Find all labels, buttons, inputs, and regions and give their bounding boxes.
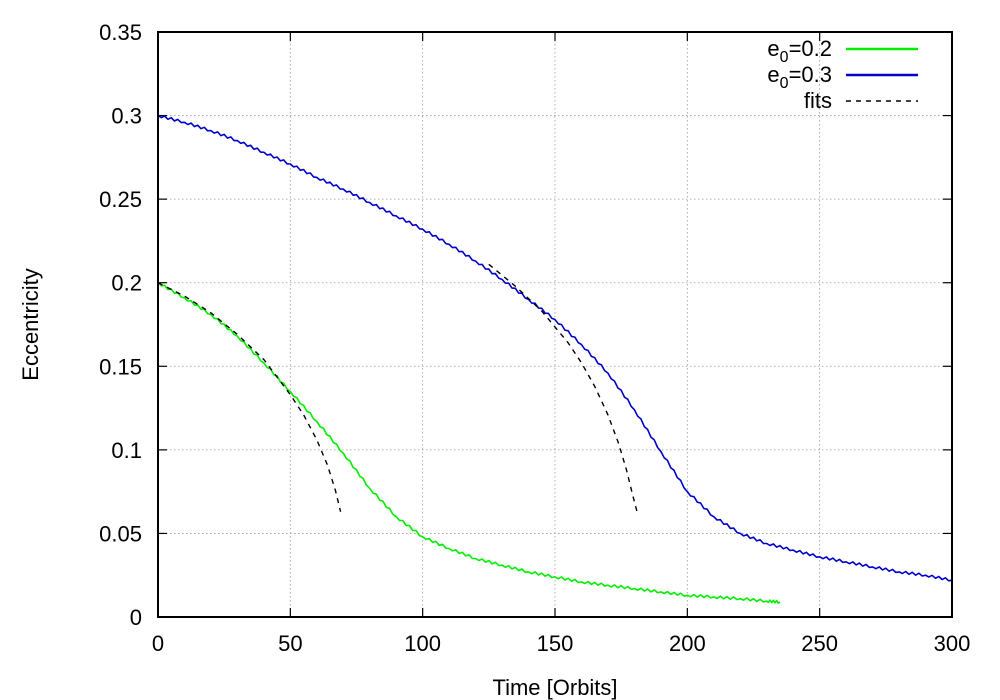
x-tick-label: 250 — [801, 631, 838, 656]
x-axis-label: Time [Orbits] — [492, 675, 617, 700]
x-tick-label: 200 — [669, 631, 706, 656]
y-tick-label: 0 — [130, 605, 142, 630]
legend-label-0: e0=0.2 — [767, 36, 832, 66]
y-tick-label: 0.35 — [99, 20, 142, 45]
legend-label-2: fits — [804, 88, 832, 113]
y-tick-label: 0.1 — [111, 438, 142, 463]
y-tick-label: 0.15 — [99, 354, 142, 379]
y-tick-label: 0.05 — [99, 521, 142, 546]
y-axis-label: Eccentricity — [18, 268, 43, 380]
ticks: 0 50 100 150 200 250 300 0 0.05 0.1 0.15 0.2 0.25 0.3… — [99, 20, 970, 656]
y-tick-label: 0.2 — [111, 271, 142, 296]
series-line-0 — [157, 282, 781, 604]
series-layer — [157, 114, 953, 604]
x-tick-label: 50 — [278, 631, 302, 656]
series-line-1 — [157, 114, 953, 582]
x-tick-label: 150 — [537, 631, 574, 656]
grid — [158, 32, 952, 617]
x-tick-label: 0 — [152, 631, 164, 656]
series-fit-line-0 — [157, 282, 342, 512]
series-fit-line-1 — [488, 263, 638, 512]
y-tick-label: 0.3 — [111, 104, 142, 129]
x-tick-label: 300 — [934, 631, 971, 656]
x-tick-label: 100 — [404, 631, 441, 656]
plot-frame — [157, 31, 953, 618]
legend-label-1: e0=0.3 — [767, 62, 832, 92]
y-tick-label: 0.25 — [99, 187, 142, 212]
